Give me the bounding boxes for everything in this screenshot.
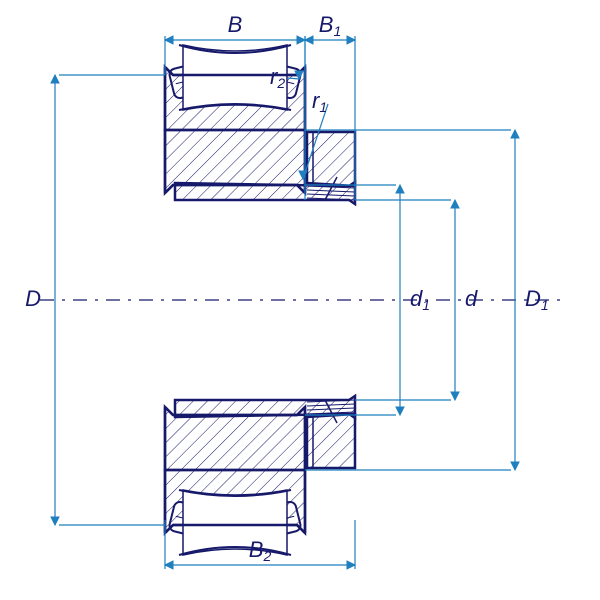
- svg-text:B: B: [228, 12, 243, 37]
- svg-text:r1: r1: [312, 88, 327, 115]
- svg-text:D1: D1: [525, 286, 549, 313]
- svg-text:D: D: [25, 286, 41, 311]
- svg-text:B1: B1: [319, 12, 341, 39]
- svg-text:d: d: [465, 286, 478, 311]
- bearing-dimension-diagram: BB1B2Dd1dD1r2r1: [0, 0, 600, 600]
- svg-text:d1: d1: [410, 286, 430, 313]
